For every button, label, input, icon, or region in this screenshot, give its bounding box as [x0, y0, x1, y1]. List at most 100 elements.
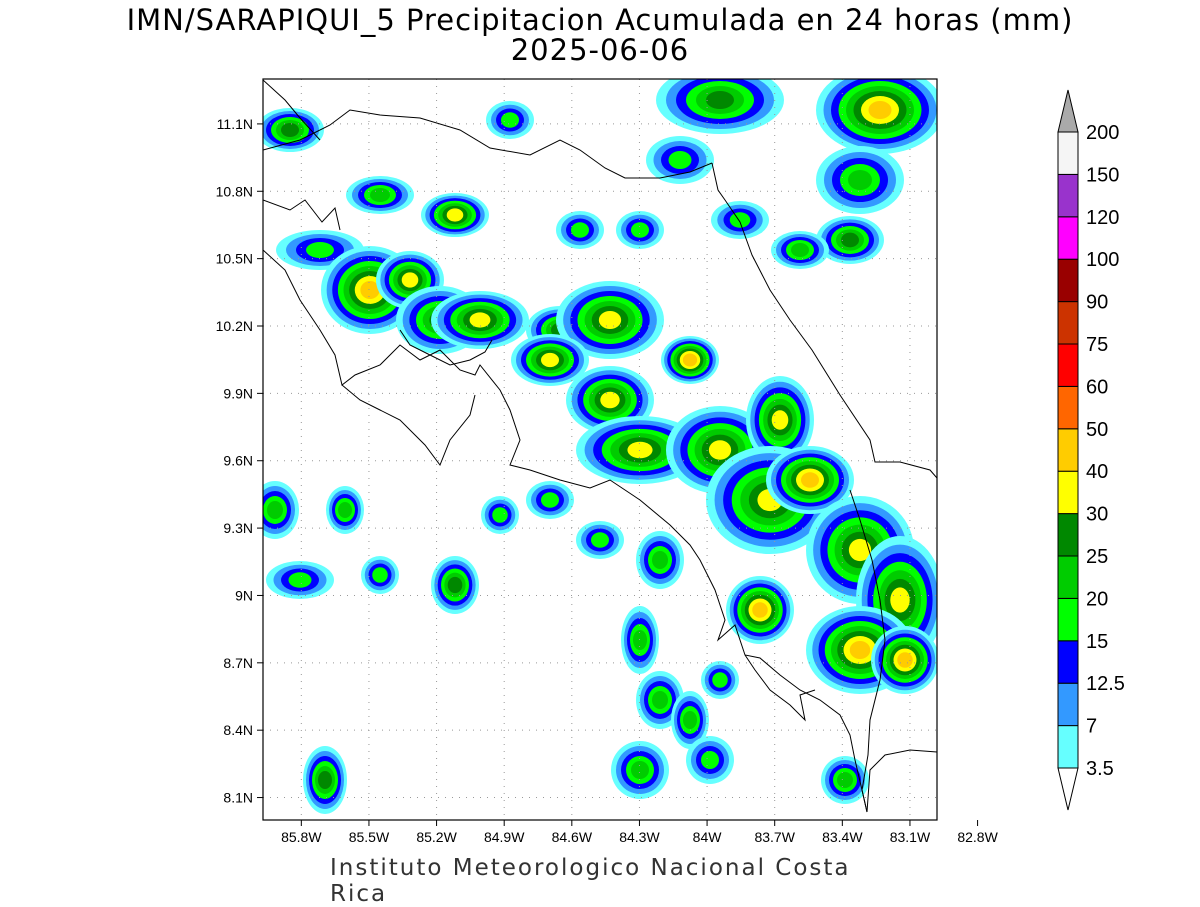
colorbar-label: 75	[1086, 334, 1108, 356]
lon-label: 85.8W	[281, 829, 322, 845]
lon-label: 82.8W	[957, 829, 998, 845]
lon-label: 83.1W	[890, 829, 931, 845]
precip-contour	[492, 507, 508, 523]
colorbar-swatch	[1057, 640, 1079, 684]
coastlines-borders	[263, 79, 937, 813]
colorbar-label: 200	[1086, 122, 1119, 144]
colorbar-label: 30	[1086, 504, 1108, 526]
precip-contour	[801, 472, 819, 488]
colorbar-swatch	[1057, 131, 1079, 175]
colorbar-swatch	[1057, 301, 1079, 345]
lon-label: 84.6W	[552, 829, 593, 845]
costa-rica-panama-border	[849, 489, 886, 813]
osa-peninsula	[744, 654, 816, 722]
axis-labels: 11.1N 10.8N 10.5N 10.2N 9.9N 9.6N 9.3N 9N 8.7N 8.…	[216, 116, 999, 845]
colorbar-swatch	[1057, 555, 1079, 599]
precip-contour	[401, 272, 419, 288]
precip-contour	[868, 101, 892, 119]
lat-label: 9.3N	[223, 520, 253, 536]
colorbar-swatch	[1057, 343, 1079, 387]
precip-contour	[848, 170, 872, 190]
colorbar-label: 7	[1086, 716, 1097, 738]
lon-label: 83.4W	[822, 829, 863, 845]
colorbar-label: 3.5	[1086, 758, 1114, 780]
precip-contour	[652, 551, 668, 569]
colorbar-swatch	[1057, 513, 1079, 557]
colorbar-label: 15	[1086, 631, 1108, 653]
map-date: 2025-06-06	[510, 33, 690, 67]
precip-contour	[706, 91, 734, 109]
precip-contour	[288, 572, 312, 588]
precip-contour	[469, 312, 491, 328]
precip-contour	[541, 492, 559, 508]
pacific-coast	[263, 249, 868, 813]
precip-contour	[841, 232, 859, 248]
precip-contour	[338, 502, 352, 518]
lat-label: 9.6N	[223, 453, 253, 469]
nicoya-gulf	[399, 329, 493, 366]
lake-nicaragua	[263, 79, 321, 141]
colorbar-swatch	[1057, 385, 1079, 430]
lat-label: 8.1N	[223, 790, 253, 806]
colorbar-swatch	[1057, 470, 1079, 515]
precip-contour	[267, 501, 283, 519]
precip-contour	[897, 652, 913, 668]
precip-contour	[849, 641, 871, 659]
precip-contour	[306, 242, 334, 258]
lon-label: 84.3W	[619, 829, 660, 845]
precip-contour	[501, 112, 519, 128]
lat-label: 10.5N	[216, 251, 253, 267]
precip-contour	[729, 212, 751, 228]
colorbar-swatch	[1057, 173, 1079, 218]
precip-contour	[281, 123, 299, 137]
precip-contour	[791, 243, 809, 257]
lon-label: 83.7W	[754, 829, 795, 845]
map-title: IMN/SARAPIQUI_5 Precipitacion Acumulada …	[126, 3, 1074, 37]
precip-contour	[372, 567, 388, 583]
lat-label: 8.7N	[223, 655, 253, 671]
precipitation-field	[263, 79, 937, 814]
precip-contour	[631, 222, 649, 238]
colorbar-high-cap	[1057, 89, 1079, 133]
precip-contour	[890, 587, 910, 613]
map-frame	[262, 78, 938, 821]
precip-contour	[848, 538, 872, 562]
precip-contour	[591, 532, 609, 548]
nicoya-peninsula	[341, 384, 476, 467]
colorbar-low-cap	[1057, 767, 1079, 811]
northwest-coast	[263, 199, 341, 231]
colorbar-label: 120	[1086, 207, 1119, 229]
colorbar-label: 40	[1086, 461, 1108, 483]
nicaragua-costa-rica-border	[263, 109, 713, 179]
precip-contour	[370, 188, 390, 202]
colorbar-label: 25	[1086, 546, 1108, 568]
colorbar-swatch	[1057, 258, 1079, 303]
precip-contour	[752, 602, 768, 618]
colorbar-label: 50	[1086, 419, 1108, 441]
colorbar-label: 90	[1086, 292, 1108, 314]
precip-contour	[598, 311, 622, 329]
precip-contour	[708, 440, 732, 460]
precip-contour	[701, 751, 719, 769]
lat-label: 8.4N	[223, 722, 253, 738]
precip-contour	[541, 352, 559, 368]
lat-label: 9N	[235, 587, 253, 603]
precip-contour	[627, 441, 653, 459]
precip-contour	[652, 691, 668, 709]
panama-coast	[866, 749, 937, 813]
precip-contour	[360, 281, 380, 299]
precip-contour	[668, 151, 692, 169]
precip-contour	[447, 576, 463, 594]
colorbar-label: 150	[1086, 164, 1119, 186]
lat-label: 10.2N	[216, 318, 253, 334]
precip-contour	[633, 630, 647, 650]
colorbar: 3.5 7 12.5 15 20 25 30 40 50 60 75 90 100 120 150 200	[1057, 89, 1125, 811]
precip-contour	[600, 391, 620, 409]
precip-contour	[771, 410, 789, 430]
precip-contour	[446, 208, 464, 222]
lat-label: 9.9N	[223, 385, 253, 401]
lon-label: 84.9W	[484, 829, 525, 845]
colorbar-swatch	[1057, 682, 1079, 727]
lat-label: 11.1N	[217, 116, 253, 132]
